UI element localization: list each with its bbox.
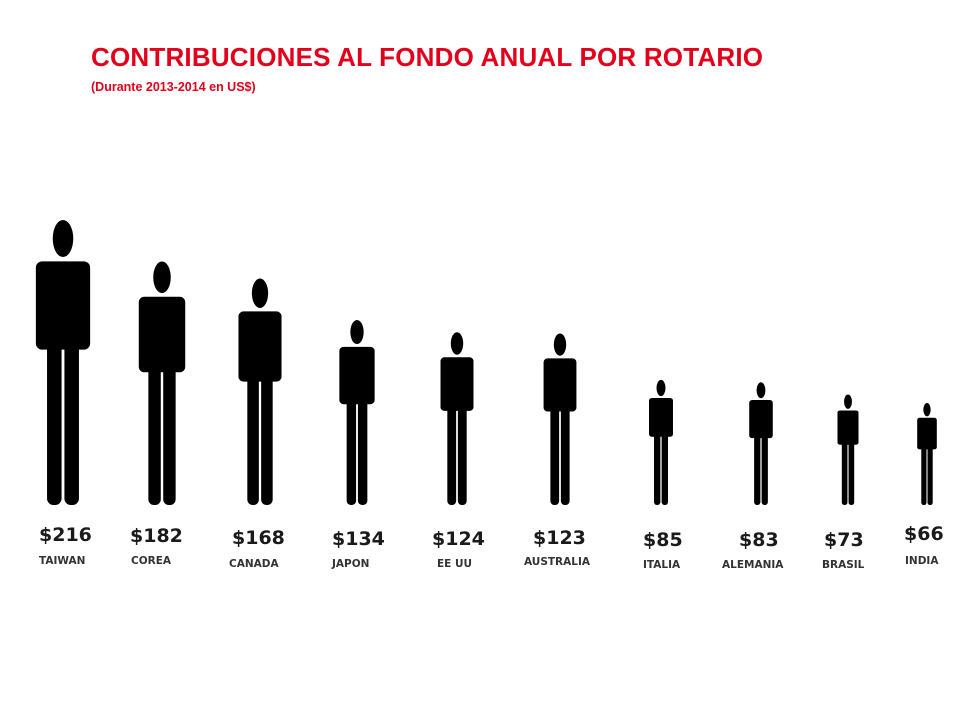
value-label-corea: $182 xyxy=(130,525,183,547)
country-label-corea: COREA xyxy=(131,555,172,567)
country-label-alemania: ALEMANIA xyxy=(722,559,784,571)
person-figure-india xyxy=(917,403,937,505)
person-figure-canada xyxy=(238,278,282,505)
chart-title: CONTRIBUCIONES AL FONDO ANUAL POR ROTARI… xyxy=(91,42,764,72)
person-figure-australia xyxy=(543,333,577,505)
value-label-australia: $123 xyxy=(533,527,586,549)
value-label-alemania: $83 xyxy=(739,529,779,551)
value-label-ee-uu: $124 xyxy=(432,528,485,550)
country-label-ee-uu: EE UU xyxy=(437,558,472,570)
country-label-italia: ITALIA xyxy=(643,559,681,571)
value-label-canada: $168 xyxy=(232,527,285,549)
value-label-brasil: $73 xyxy=(824,529,864,551)
chart-subtitle: (Durante 2013-2014 en US$) xyxy=(91,80,256,94)
country-label-canada: CANADA xyxy=(229,558,279,570)
person-figure-taiwan xyxy=(35,220,91,505)
value-label-taiwan: $216 xyxy=(39,524,92,546)
person-figure-alemania xyxy=(749,382,773,506)
value-label-italia: $85 xyxy=(643,529,683,551)
person-figure-japon xyxy=(339,320,375,506)
country-label-india: INDIA xyxy=(905,555,939,567)
person-figure-ee-uu xyxy=(440,332,474,505)
country-label-brasil: BRASIL xyxy=(822,559,865,571)
country-label-australia: AUSTRALIA xyxy=(524,556,591,568)
country-label-taiwan: TAIWAN xyxy=(39,555,85,567)
value-label-india: $66 xyxy=(904,523,944,545)
person-figure-brasil xyxy=(837,394,859,505)
country-label-japon: JAPON xyxy=(331,558,369,570)
person-figure-italia xyxy=(649,379,673,505)
person-figure-corea xyxy=(138,261,186,505)
value-label-japon: $134 xyxy=(332,528,385,550)
